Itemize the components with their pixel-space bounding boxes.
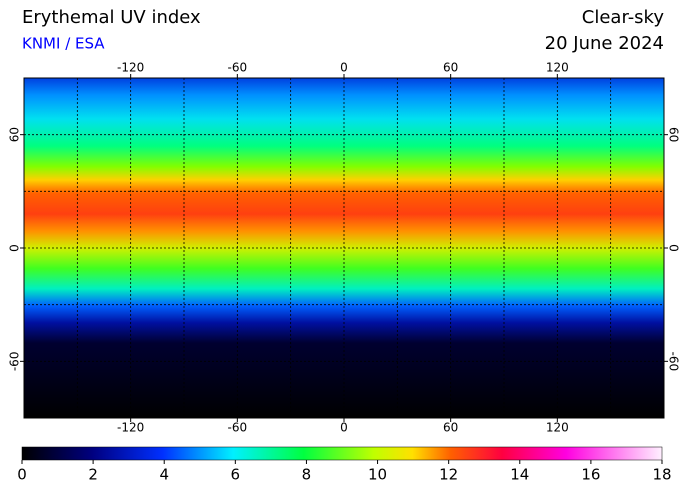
colorbar-label: 0 [17, 466, 27, 484]
lon-tick-label: 0 [340, 61, 348, 75]
colorbar-label: 2 [88, 466, 98, 484]
lon-tick-label: 120 [546, 61, 569, 75]
lat-tick-label: 60 [8, 127, 22, 142]
lat-tick-label: -60 [667, 352, 681, 372]
lon-tick-label: 60 [443, 61, 458, 75]
lon-tick-label: -60 [228, 61, 248, 75]
title: Erythemal UV index [22, 7, 201, 28]
colorbar-label: 16 [581, 466, 600, 484]
colorbar [21, 446, 663, 461]
colorbar-label: 10 [368, 466, 387, 484]
colorbar-label: 6 [231, 466, 241, 484]
source: KNMI / ESA [22, 35, 105, 53]
colorbar-label: 12 [439, 466, 458, 484]
lat-tick-label: 0 [8, 244, 22, 252]
lon-tick-label: -120 [117, 421, 144, 435]
colorbar-label: 14 [510, 466, 529, 484]
lon-tick-label: 0 [340, 421, 348, 435]
lon-tick-label: -120 [117, 61, 144, 75]
date: 20 June 2024 [545, 33, 664, 54]
lon-tick-label: 60 [443, 421, 458, 435]
lat-tick-label: 60 [667, 127, 681, 142]
colorbar-label: 8 [302, 466, 312, 484]
colorbar-label: 18 [652, 466, 671, 484]
lat-tick-label: 0 [667, 244, 681, 252]
lat-tick-label: -60 [8, 352, 22, 372]
colorbar-label: 4 [159, 466, 169, 484]
lon-tick-label: 120 [546, 421, 569, 435]
condition: Clear-sky [582, 7, 665, 28]
lon-tick-label: -60 [228, 421, 248, 435]
